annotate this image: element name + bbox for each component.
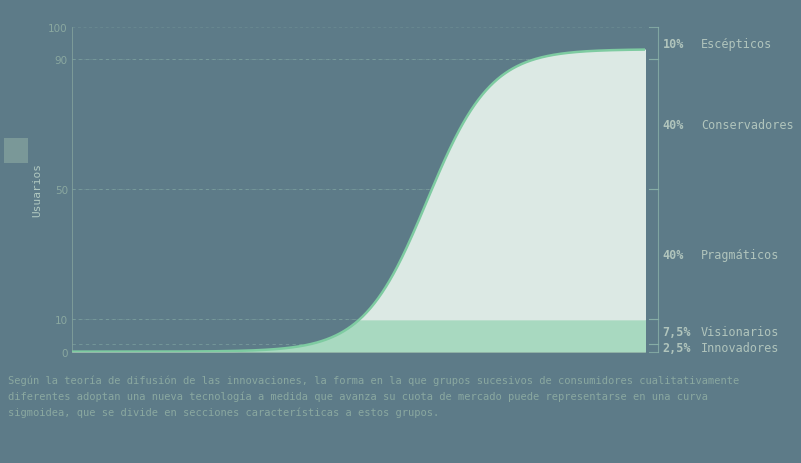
Text: Innovadores: Innovadores — [701, 341, 779, 354]
Text: 40%: 40% — [662, 248, 684, 261]
Y-axis label: Usuarios: Usuarios — [33, 163, 42, 217]
Text: 2,5%: 2,5% — [662, 341, 691, 354]
Text: %: % — [13, 146, 19, 156]
Text: Escépticos: Escépticos — [701, 38, 772, 50]
Text: Según la teoría de difusión de las innovaciones, la forma en la que grupos suces: Según la teoría de difusión de las innov… — [8, 375, 739, 417]
Text: Pragmáticos: Pragmáticos — [701, 248, 779, 261]
Text: Visionarios: Visionarios — [701, 325, 779, 338]
Text: 7,5%: 7,5% — [662, 325, 691, 338]
Text: Conservadores: Conservadores — [701, 119, 794, 131]
Text: 40%: 40% — [662, 119, 684, 131]
Text: 10%: 10% — [662, 38, 684, 50]
